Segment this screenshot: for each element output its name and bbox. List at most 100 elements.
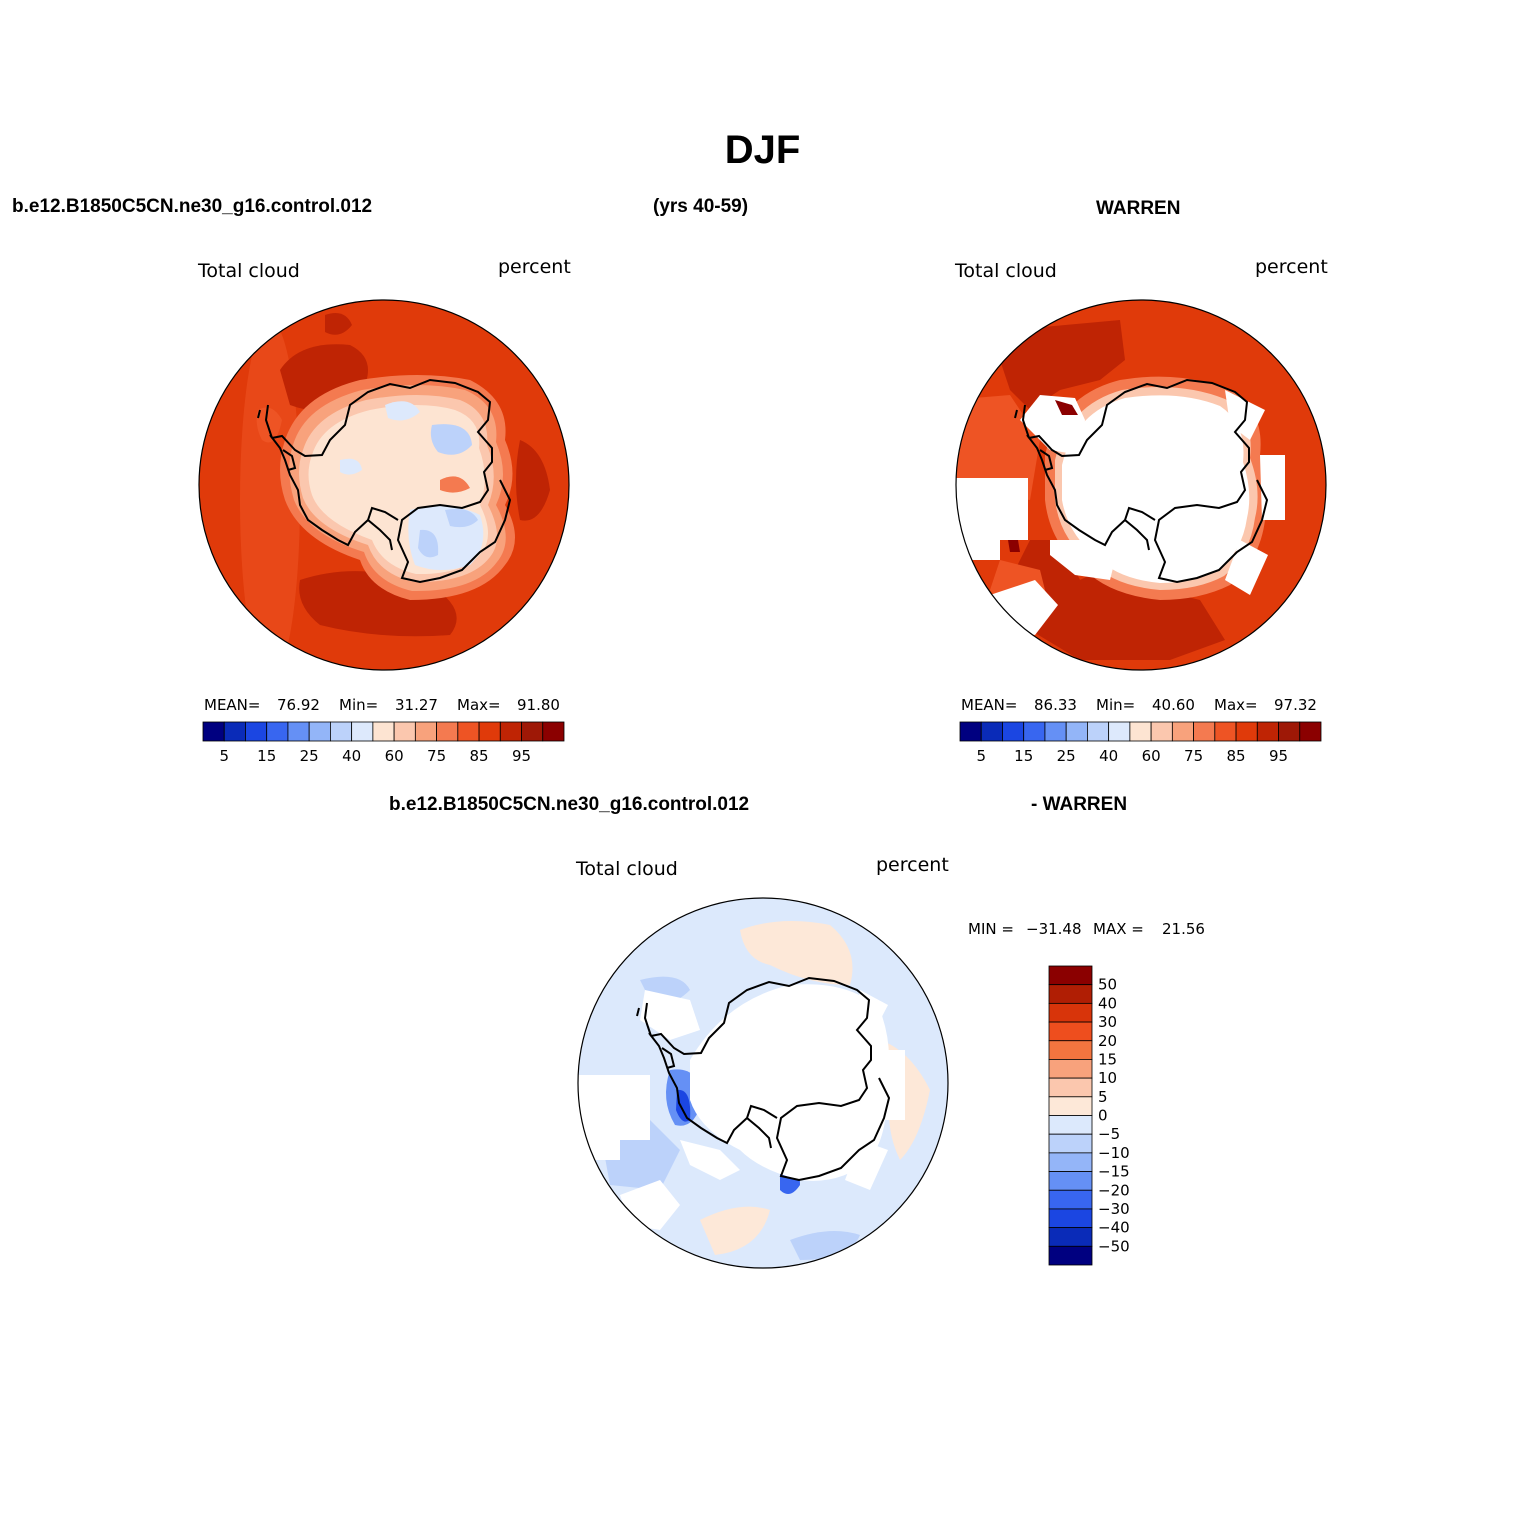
model-max-value: 91.80 — [517, 696, 560, 714]
diff-missing-interior — [690, 984, 889, 1181]
model-antarctica-coastline — [269, 378, 512, 584]
model-low-patch-4 — [445, 508, 478, 528]
diff-colorbar-box-7 — [1048, 1096, 1093, 1116]
model-coast-ring-1 — [280, 375, 515, 600]
obs-map-border — [955, 299, 1327, 671]
model-coast-ring-2 — [289, 385, 506, 592]
obs-colorbar-box-0 — [959, 721, 982, 742]
diff-colorbar-box-13 — [1048, 1208, 1093, 1229]
model-colorbar-box-3 — [266, 721, 289, 742]
model-colorbar-box-14 — [499, 721, 522, 742]
obs-colorbar-tick-label: 5 — [976, 747, 986, 765]
obs-sw-band — [990, 560, 1050, 620]
obs-missing-wedge-2 — [1225, 390, 1265, 440]
model-interior-field — [308, 405, 489, 575]
obs-ocean-field — [956, 300, 1326, 670]
obs-colorbar-box-8 — [1129, 721, 1152, 742]
diff-colorbar-box-14 — [1048, 1227, 1093, 1247]
diff-neg-patch-s — [790, 1231, 860, 1260]
model-colorbar-box-4 — [287, 721, 310, 742]
diff-neg-patch-west — [666, 1069, 702, 1126]
obs-missing-wedge-sw — [990, 580, 1058, 635]
diff-colorbar-box-3 — [1048, 1021, 1093, 1042]
obs-dark-patch-nw — [1000, 320, 1125, 410]
diff-colorbar-tick-label: 40 — [1098, 994, 1117, 1012]
model-colorbar-tick-label: 85 — [470, 747, 489, 765]
obs-min-value: 40.60 — [1152, 696, 1195, 714]
diff-colorbar-box-4 — [1048, 1040, 1093, 1060]
obs-colorbar-tick-label: 25 — [1057, 747, 1076, 765]
diff-colorbar-tick-label: −20 — [1098, 1181, 1130, 1199]
diff-colorbar-tick-label: −30 — [1098, 1200, 1130, 1218]
diff-neg-patch-nw — [640, 976, 690, 1004]
model-low-patch-5 — [418, 529, 439, 558]
model-mean-label: MEAN= — [204, 696, 261, 714]
model-colorbar-box-5 — [308, 721, 331, 742]
diff-colorbar-tick-label: −40 — [1098, 1219, 1130, 1237]
diff-missing-wedge-se — [845, 1140, 888, 1190]
diff-colorbar-tick-label: −50 — [1098, 1237, 1130, 1255]
model-colorbar-box-10 — [414, 721, 437, 742]
diff-pos-patch-east — [880, 1040, 930, 1160]
obs-colorbar-box-7 — [1108, 721, 1131, 742]
obs-colorbar-box-14 — [1256, 721, 1279, 742]
diff-colorbar-tick-label: −15 — [1098, 1163, 1130, 1181]
obs-mean-label: MEAN= — [961, 696, 1018, 714]
obs-coast-ring-1 — [1045, 376, 1269, 600]
model-map — [199, 300, 569, 670]
model-colorbar-box-11 — [436, 721, 459, 742]
obs-colorbar-box-11 — [1193, 721, 1216, 742]
diff-max-label: MAX = — [1093, 920, 1144, 938]
diff-colorbar-box-1 — [1048, 984, 1093, 1004]
obs-colorbar-tick-label: 95 — [1269, 747, 1288, 765]
model-peninsula-coastline — [257, 404, 297, 471]
page-title: DJF — [724, 128, 801, 172]
obs-map — [956, 300, 1326, 670]
case-name-header: b.e12.B1850C5CN.ne30_g16.control.012 — [12, 196, 373, 217]
diff-units-label: percent — [876, 854, 949, 876]
obs-colorbar-tick-label: 75 — [1184, 747, 1203, 765]
model-low-patch-1 — [385, 401, 420, 421]
diff-missing-wedge-sw — [620, 1180, 680, 1230]
diff-colorbar-box-12 — [1048, 1189, 1093, 1210]
diff-colorbar-box-2 — [1048, 1002, 1093, 1023]
diff-neg-patch-sw — [600, 1120, 680, 1190]
model-colorbar-box-1 — [223, 721, 246, 742]
diff-missing-wedge-1 — [640, 990, 700, 1040]
diff-map — [578, 898, 948, 1268]
diff-colorbar-tick-label: 10 — [1098, 1069, 1117, 1087]
obs-missing-wedge-1 — [1020, 395, 1085, 455]
obs-colorbar-box-10 — [1171, 721, 1194, 742]
diff-min-value: −31.48 — [1026, 920, 1082, 938]
model-coast-ring-3 — [299, 395, 498, 583]
obs-colorbar-box-2 — [1002, 721, 1025, 742]
model-dark-patch-east — [516, 440, 550, 521]
diff-colorbar-box-8 — [1048, 1115, 1093, 1135]
obs-colorbar-box-12 — [1214, 721, 1237, 742]
diff-peninsula-coastline — [636, 1002, 676, 1069]
obs-missing-interior — [1062, 395, 1250, 583]
diff-missing-wedge-west — [578, 1075, 650, 1160]
diff-pos-patch-south — [700, 1206, 770, 1255]
obs-colorbar: 5 15 25 40 60 75 85 95 — [959, 721, 1322, 765]
obs-dark-patch-south — [1010, 540, 1225, 660]
diff-colorbar-tick-label: 15 — [1098, 1050, 1117, 1068]
obs-missing-wedge-3 — [1260, 455, 1285, 520]
model-colorbar-box-2 — [245, 721, 268, 742]
obs-variable-label: Total cloud — [955, 260, 1057, 282]
diff-colorbar-tick-label: 0 — [1098, 1107, 1108, 1125]
obs-max-cell — [1055, 400, 1078, 415]
model-colorbar-box-15 — [521, 721, 544, 742]
obs-max-label: Max= — [1214, 696, 1258, 714]
diff-colorbar-tick-label: 30 — [1098, 1013, 1117, 1031]
model-mean-value: 76.92 — [277, 696, 320, 714]
model-ocean-field — [199, 300, 569, 670]
model-colorbar-tick-label: 60 — [385, 747, 404, 765]
years-header: (yrs 40-59) — [653, 196, 749, 217]
diff-map-border — [577, 897, 949, 1269]
obs-colorbar-box-6 — [1087, 721, 1110, 742]
obs-units-label: percent — [1255, 256, 1328, 278]
model-min-value: 31.27 — [395, 696, 438, 714]
obs-max-cell-2 — [1008, 540, 1020, 552]
